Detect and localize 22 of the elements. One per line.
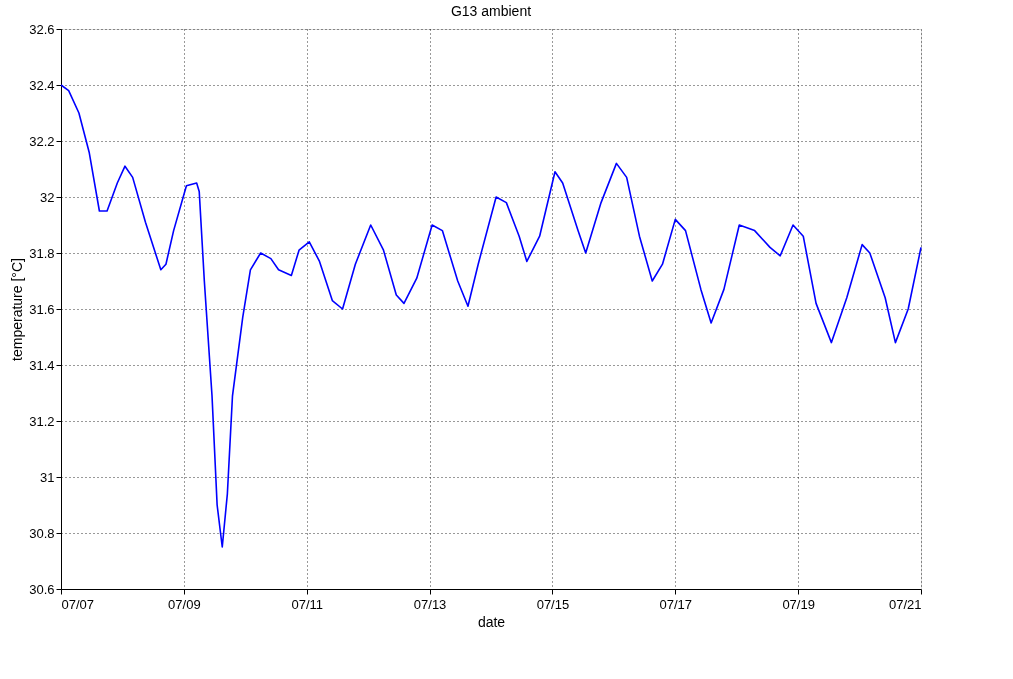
x-tick-label: 07/09 xyxy=(168,596,201,612)
y-tick-label: 31.8 xyxy=(29,245,55,261)
x-tick-label: 07/13 xyxy=(413,596,447,612)
y-axis-title: temperature [°C] xyxy=(9,258,26,361)
x-tick-label: 07/15 xyxy=(536,596,570,612)
y-tick-label: 32.4 xyxy=(29,77,55,93)
y-tick-label: 30.8 xyxy=(29,525,55,541)
chart-title: G13 ambient xyxy=(450,3,532,19)
x-tick-label: 07/07 xyxy=(61,596,95,612)
y-tick-label: 30.6 xyxy=(29,581,55,597)
y-tick-label: 32 xyxy=(40,189,55,205)
x-tick-label: 07/19 xyxy=(782,596,815,612)
y-tick-label: 31.2 xyxy=(29,413,55,429)
x-tick-label: 07/21 xyxy=(888,596,922,612)
y-tick-label: 31.6 xyxy=(29,301,55,317)
y-tick-label: 32.6 xyxy=(29,21,55,37)
y-tick-label: 32.2 xyxy=(29,133,55,149)
x-tick-label: 07/17 xyxy=(659,596,693,612)
x-axis-title: date xyxy=(477,613,506,630)
x-tick-label: 07/11 xyxy=(291,596,323,612)
y-tick-label: 31.4 xyxy=(29,357,55,373)
y-tick-label: 31 xyxy=(40,469,55,485)
